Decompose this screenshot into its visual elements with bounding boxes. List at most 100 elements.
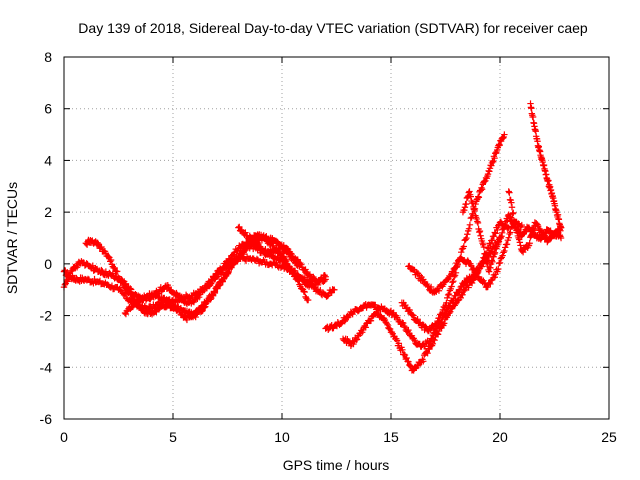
data-point [463, 234, 470, 242]
data-point [219, 265, 226, 272]
data-point [500, 249, 507, 256]
y-tick-label: 0 [44, 256, 52, 272]
data-point [492, 230, 499, 237]
data-point [210, 289, 218, 296]
data-point [429, 340, 437, 348]
data-point [528, 231, 535, 239]
data-point [528, 105, 535, 112]
data-point [503, 241, 511, 248]
data-point [435, 287, 443, 294]
data-point [476, 228, 483, 236]
x-tick-label: 10 [274, 429, 290, 445]
data-point [515, 236, 523, 243]
data-point [467, 193, 474, 200]
data-point [478, 184, 485, 192]
data-point [224, 269, 232, 276]
data-point [557, 234, 565, 242]
data-point [508, 204, 516, 211]
data-point [406, 306, 413, 314]
y-tick-label: -6 [40, 411, 53, 427]
data-point [414, 315, 421, 323]
x-axis-label: GPS time / hours [283, 457, 390, 473]
data-point [506, 230, 513, 238]
data-point [444, 291, 452, 299]
data-point [434, 331, 442, 338]
data-point [556, 231, 563, 239]
data-points [60, 100, 565, 374]
data-point [282, 258, 289, 266]
data-point [526, 240, 533, 247]
data-point [400, 351, 408, 358]
data-point [505, 188, 512, 195]
data-point [475, 264, 483, 271]
data-point [508, 199, 515, 206]
data-point [495, 265, 502, 273]
data-point [449, 279, 456, 286]
data-point [484, 170, 492, 178]
data-point [254, 239, 261, 246]
data-point [399, 346, 406, 354]
data-point [304, 296, 312, 304]
data-point [517, 242, 524, 249]
data-point [514, 229, 521, 236]
data-point [474, 218, 481, 225]
data-point [107, 256, 115, 264]
data-point [208, 294, 215, 302]
y-tick-label: 6 [44, 101, 52, 117]
data-point [203, 298, 211, 306]
data-point [64, 269, 71, 276]
data-point [111, 264, 118, 272]
data-point [461, 204, 469, 211]
data-point [409, 311, 416, 319]
data-point [459, 291, 466, 298]
data-point [496, 259, 504, 267]
data-point [253, 255, 261, 263]
data-point [284, 245, 291, 252]
data-point [94, 239, 101, 246]
x-tick-label: 0 [60, 429, 68, 445]
data-point [506, 213, 513, 220]
data-point [405, 358, 412, 365]
data-point [214, 285, 221, 292]
data-point [480, 243, 488, 251]
data-point [501, 247, 508, 255]
data-point [431, 337, 438, 344]
data-point [477, 232, 484, 239]
data-point [414, 362, 422, 370]
data-point [461, 287, 468, 295]
data-point [270, 242, 277, 249]
data-point [489, 258, 496, 266]
data-point [490, 158, 497, 166]
data-point [486, 168, 493, 175]
data-point [220, 275, 227, 283]
data-point [457, 248, 465, 256]
data-point [229, 261, 236, 269]
data-point [113, 268, 121, 275]
data-point [73, 264, 81, 271]
data-point [223, 259, 231, 266]
chart-title: Day 139 of 2018, Sidereal Day-to-day VTE… [78, 20, 588, 36]
data-point [499, 134, 507, 142]
data-point [182, 291, 190, 299]
data-point [466, 188, 473, 195]
data-point [502, 222, 509, 230]
data-point [494, 226, 501, 234]
x-tick-label: 25 [601, 429, 617, 445]
data-point [108, 282, 116, 289]
data-point [61, 281, 69, 288]
data-point [444, 294, 451, 302]
data-point [498, 233, 505, 240]
data-point [297, 261, 305, 268]
data-point [492, 149, 500, 157]
data-point [204, 298, 212, 305]
data-point [506, 189, 513, 196]
data-point [374, 309, 382, 317]
data-point [165, 283, 172, 291]
data-point [291, 267, 299, 275]
data-point [424, 349, 431, 357]
data-point [474, 270, 481, 277]
data-point [450, 277, 457, 285]
data-point [127, 285, 134, 292]
data-point [466, 221, 474, 229]
x-tick-label: 20 [492, 429, 508, 445]
